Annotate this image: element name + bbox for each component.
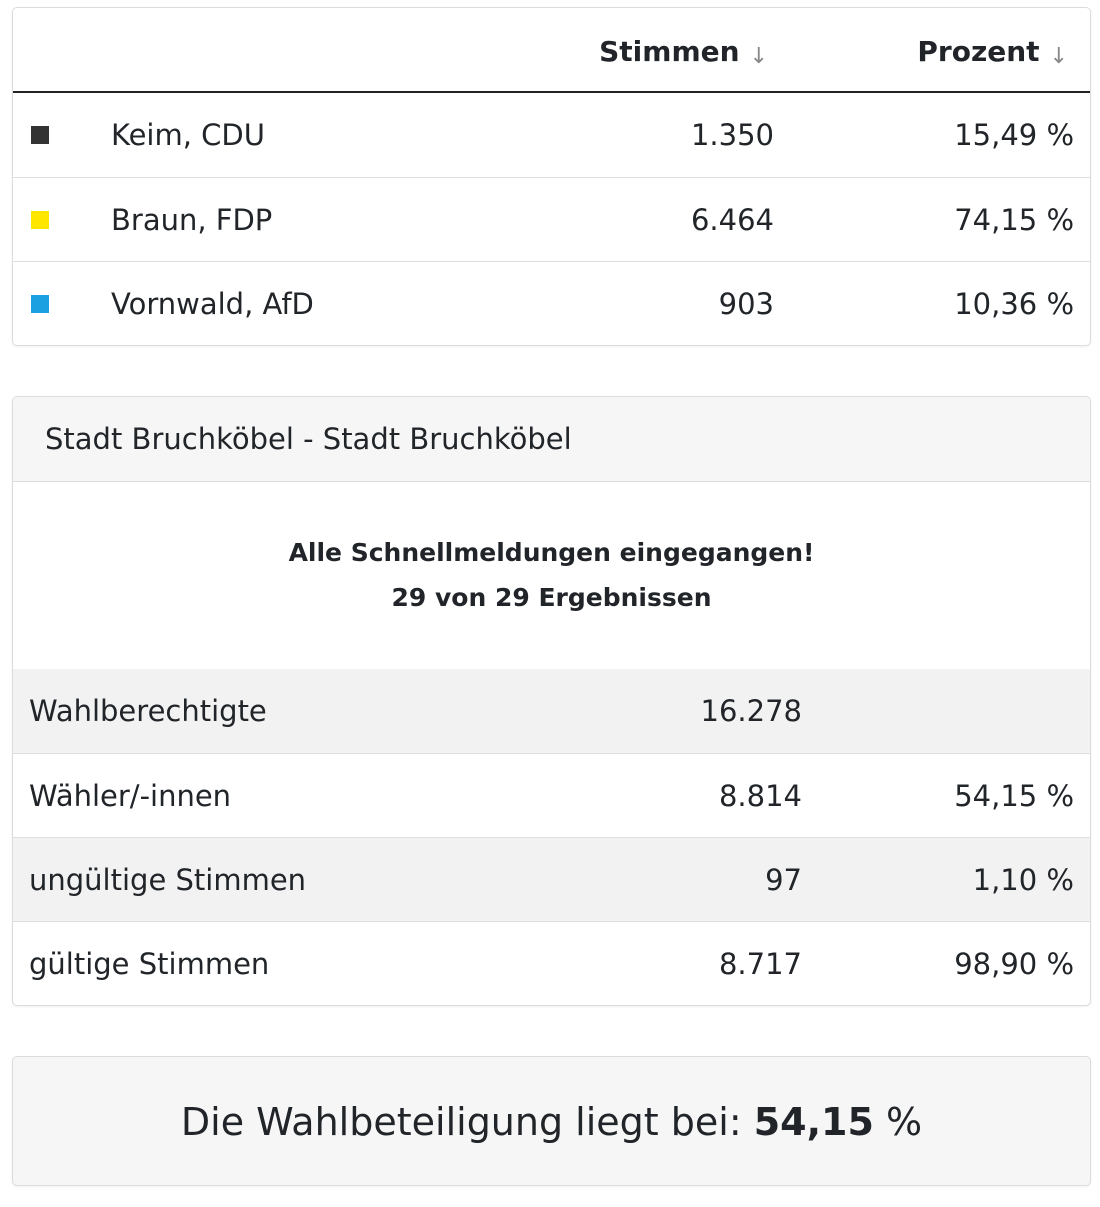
percent-column-header[interactable]: Prozent ↓ bbox=[917, 34, 1068, 73]
sort-arrow-icon[interactable]: ↓ bbox=[1049, 44, 1068, 69]
stat-label: Wahlberechtigte bbox=[29, 694, 267, 728]
stat-value: 16.278 bbox=[700, 694, 802, 728]
turnout-card: Die Wahlbeteiligung liegt bei: 54,15 % bbox=[12, 1056, 1091, 1186]
candidate-votes: 6.464 bbox=[690, 203, 774, 237]
turnout-text: Die Wahlbeteiligung liegt bei: 54,15 % bbox=[13, 1057, 1090, 1185]
turnout-suffix: % bbox=[873, 1100, 923, 1144]
votes-column-header[interactable]: Stimmen ↓ bbox=[599, 34, 768, 73]
candidate-row: Vornwald, AfD 903 10,36 % bbox=[13, 261, 1090, 345]
votes-header-label: Stimmen bbox=[599, 35, 740, 68]
stat-row-valid: gültige Stimmen 8.717 98,90 % bbox=[13, 921, 1090, 1005]
candidate-percent: 10,36 % bbox=[954, 287, 1074, 321]
results-table-header: Stimmen ↓ Prozent ↓ bbox=[13, 8, 1090, 93]
turnout-prefix: Die Wahlbeteiligung liegt bei: bbox=[180, 1100, 754, 1144]
candidate-percent: 74,15 % bbox=[954, 203, 1074, 237]
stat-value: 8.814 bbox=[718, 779, 802, 813]
turnout-value: 54,15 bbox=[753, 1100, 874, 1144]
stats-table: Wahlberechtigte 16.278 Wähler/-innen 8.8… bbox=[13, 669, 1090, 1005]
candidate-name: Keim, CDU bbox=[111, 118, 265, 152]
status-line-count: 29 von 29 Ergebnissen bbox=[391, 583, 712, 612]
stat-label: gültige Stimmen bbox=[29, 947, 270, 981]
candidate-row: Braun, FDP 6.464 74,15 % bbox=[13, 177, 1090, 261]
party-color-swatch bbox=[31, 126, 49, 144]
stat-label: Wähler/-innen bbox=[29, 779, 232, 813]
candidate-votes: 1.350 bbox=[690, 118, 774, 152]
stat-value: 97 bbox=[765, 863, 802, 897]
reporting-status: Alle Schnellmeldungen eingegangen! 29 vo… bbox=[13, 482, 1090, 669]
stat-label: ungültige Stimmen bbox=[29, 863, 307, 897]
results-table-body: Keim, CDU 1.350 15,49 % Braun, FDP 6.464… bbox=[13, 93, 1090, 345]
city-card: Stadt Bruchköbel - Stadt Bruchköbel Alle… bbox=[12, 396, 1091, 1006]
candidate-row: Keim, CDU 1.350 15,49 % bbox=[13, 93, 1090, 177]
stat-row-eligible: Wahlberechtigte 16.278 bbox=[13, 669, 1090, 753]
candidate-percent: 15,49 % bbox=[954, 118, 1074, 152]
status-line-complete: Alle Schnellmeldungen eingegangen! bbox=[288, 538, 815, 567]
sort-arrow-icon[interactable]: ↓ bbox=[749, 44, 768, 69]
results-card: Stimmen ↓ Prozent ↓ Keim, CDU 1.350 15,49 … bbox=[12, 7, 1091, 346]
stat-percent: 98,90 % bbox=[954, 947, 1074, 981]
stat-row-invalid: ungültige Stimmen 97 1,10 % bbox=[13, 837, 1090, 921]
candidate-name: Braun, FDP bbox=[111, 203, 273, 237]
stat-percent: 1,10 % bbox=[972, 863, 1074, 897]
party-color-swatch bbox=[31, 295, 49, 313]
stat-percent: 54,15 % bbox=[954, 779, 1074, 813]
candidate-name: Vornwald, AfD bbox=[111, 287, 314, 321]
stat-value: 8.717 bbox=[718, 947, 802, 981]
candidate-votes: 903 bbox=[718, 287, 774, 321]
percent-header-label: Prozent bbox=[917, 35, 1040, 68]
party-color-swatch bbox=[31, 211, 49, 229]
stat-row-voters: Wähler/-innen 8.814 54,15 % bbox=[13, 753, 1090, 837]
city-title: Stadt Bruchköbel - Stadt Bruchköbel bbox=[13, 397, 1090, 482]
